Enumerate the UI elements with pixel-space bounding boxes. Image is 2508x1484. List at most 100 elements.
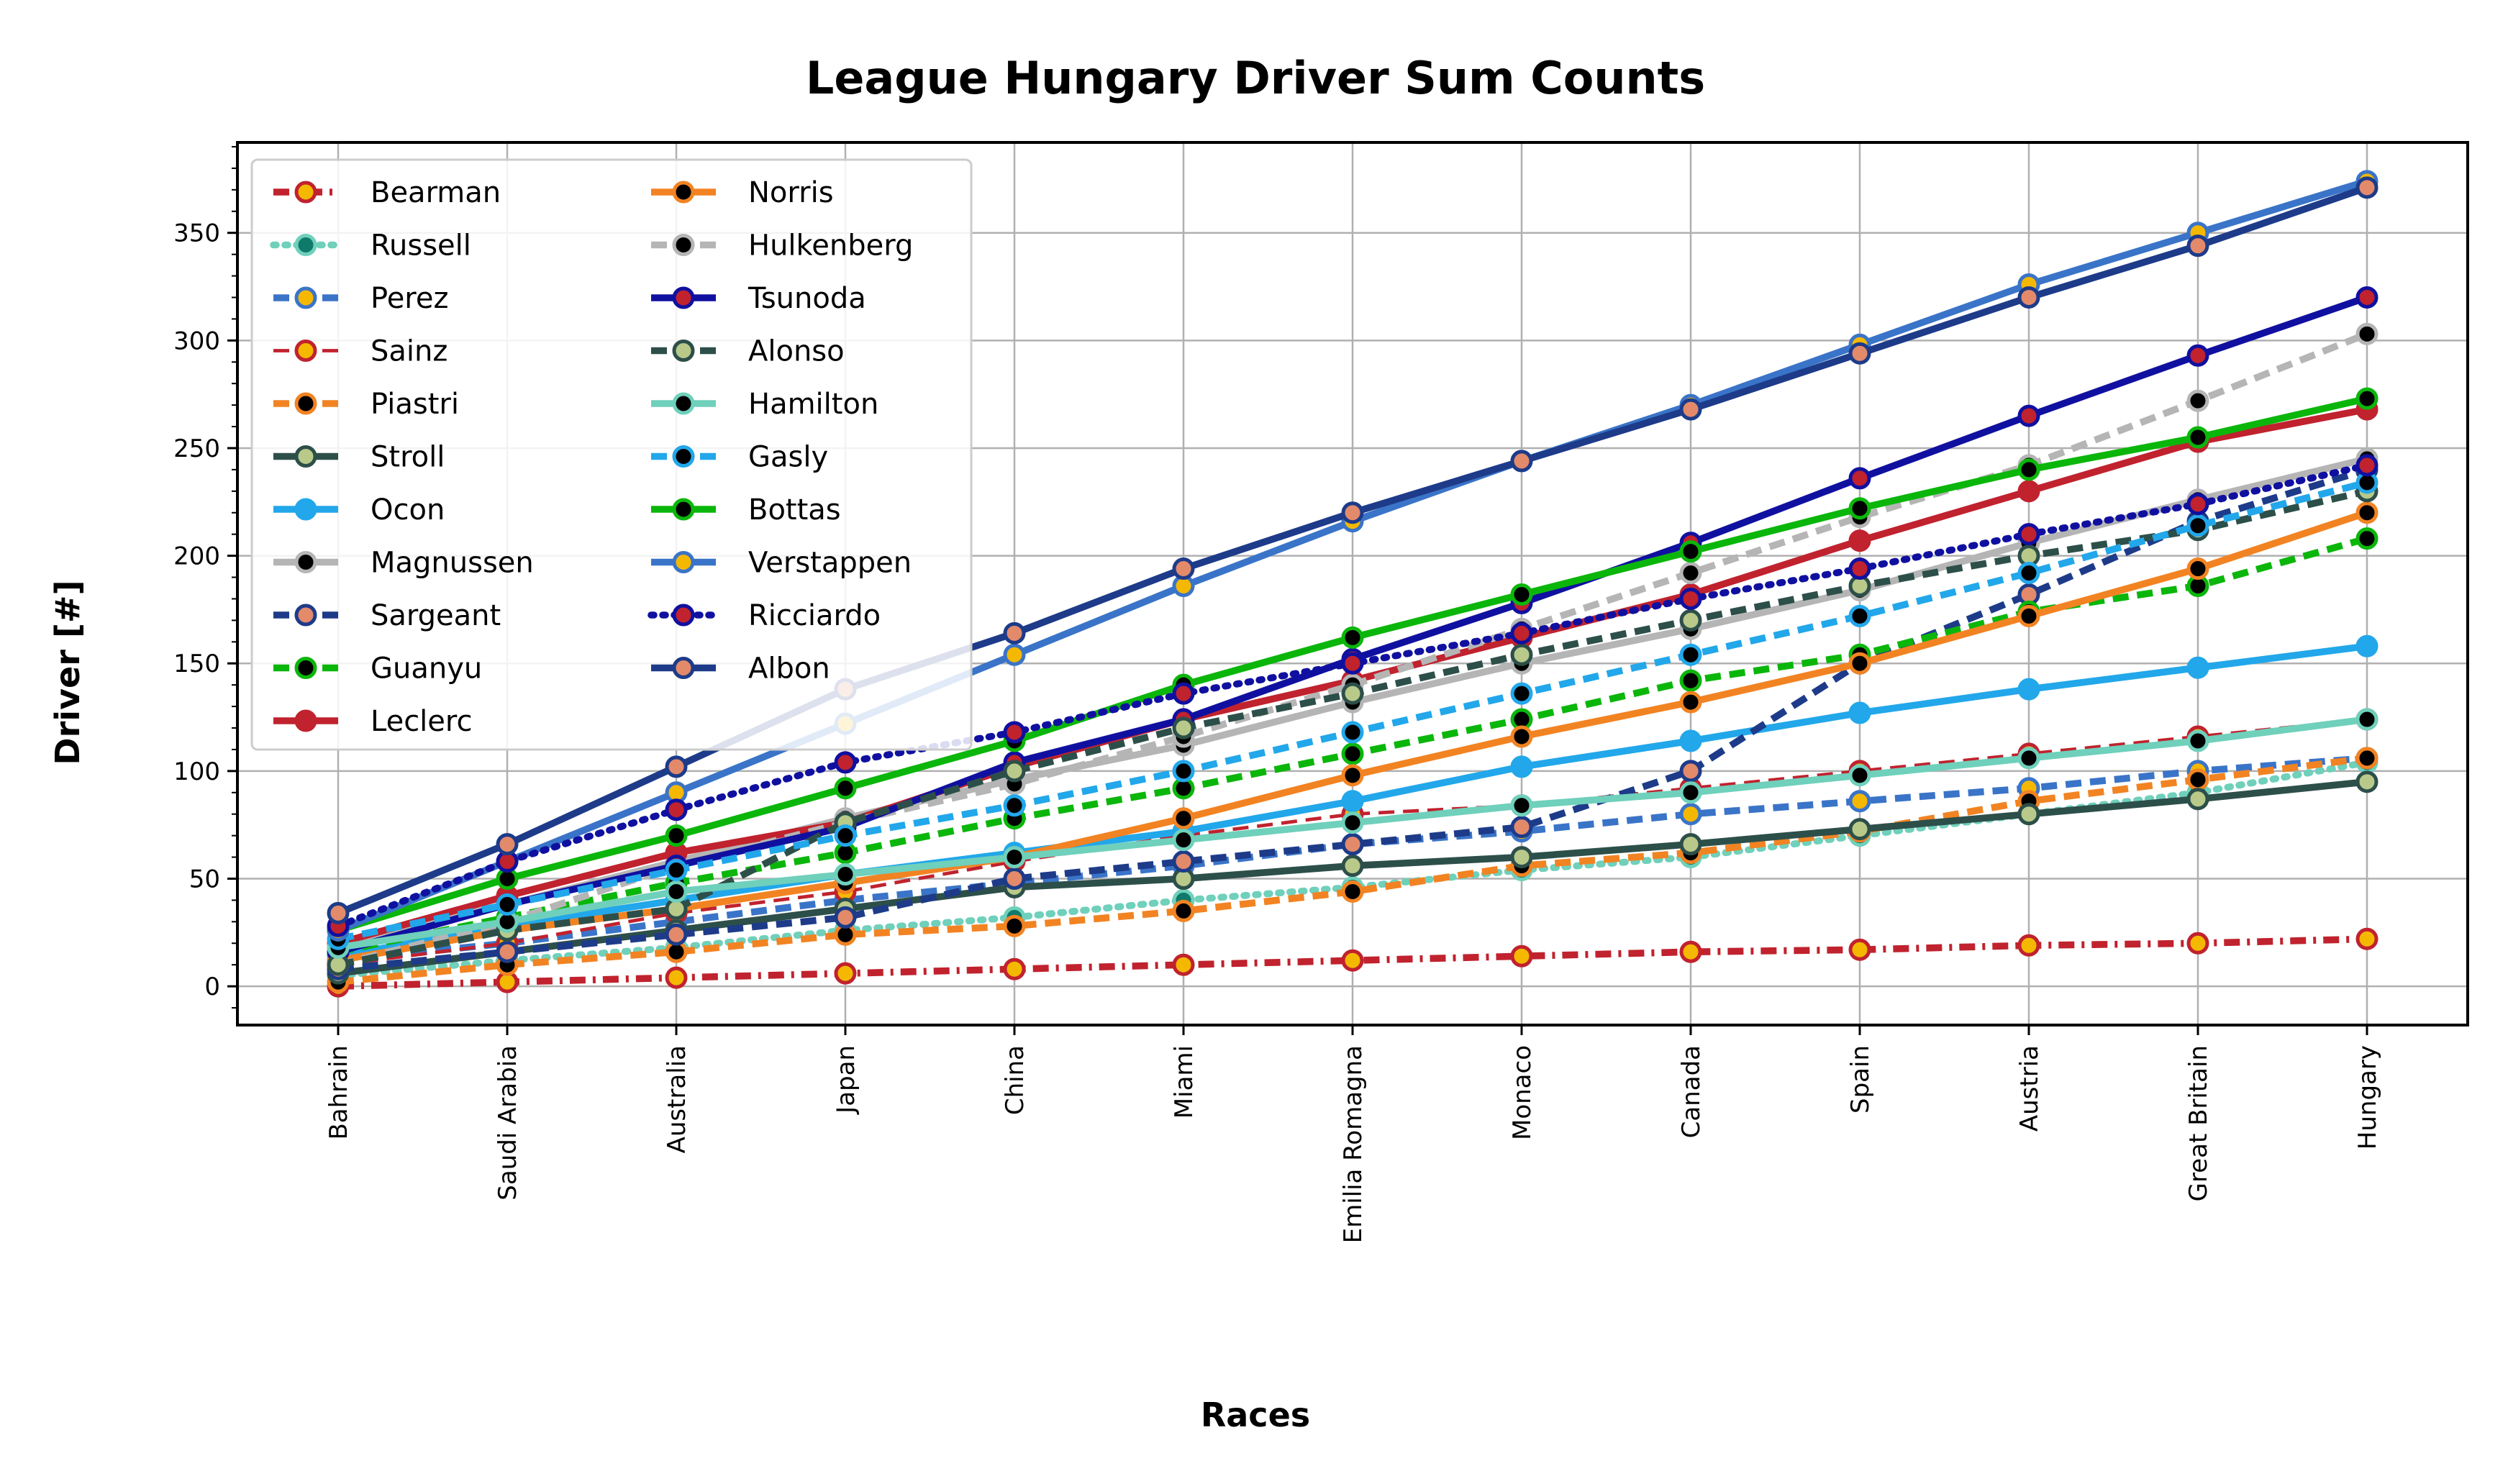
data-point [1679,760,1702,783]
data-point [1679,587,1702,610]
legend: Bearman Russell Perez Sainz Piastri Stroll Oco… [250,158,973,751]
data-point [2017,747,2040,770]
data-point [1172,899,1195,922]
legend-label: Alonso [748,335,845,368]
data-point [2355,387,2378,410]
data-point [1679,669,1702,692]
data-point [1848,497,1871,520]
data-point [2355,286,2378,309]
data-point [2017,562,2040,585]
data-point [1172,850,1195,873]
data-point [1510,816,1533,839]
data-point [2355,176,2378,199]
data-point [2017,404,2040,427]
data-point [2355,454,2378,477]
data-point [2186,557,2209,581]
data-point [1510,846,1533,869]
data-point [834,906,857,929]
data-point [2355,708,2378,731]
data-point [1003,867,1026,890]
data-point [2186,932,2209,955]
y-axis: 0 50 100 150 200 250 300 350 [173,145,237,1009]
data-point [1341,682,1364,705]
data-point [1679,691,1702,714]
data-point [1172,807,1195,830]
legend-label: Bottas [748,493,841,527]
series-hamilton [327,708,2378,959]
data-point [2017,803,2040,826]
data-point [2355,322,2378,345]
data-point [665,859,688,882]
x-tick-label: Austria [2015,1045,2044,1132]
data-point [1341,790,1364,813]
data-point [1341,880,1364,903]
data-point [1510,622,1533,645]
legend-marker [672,234,695,256]
x-tick-label: Japan [832,1045,860,1115]
data-point [2186,656,2209,679]
legend-marker [294,286,317,309]
data-point [1341,626,1364,649]
legend-marker [672,340,695,362]
data-point [834,863,857,886]
data-point [2186,493,2209,516]
data-point [1003,622,1026,645]
data-point [1510,583,1533,606]
data-point [1848,342,1871,365]
series-ricciardo [327,454,2378,937]
data-point [2017,480,2040,503]
data-point [1341,501,1364,524]
data-point [1341,855,1364,878]
legend-marker [672,498,695,521]
data-point [1510,725,1533,748]
legend-label: Ocon [371,493,445,527]
data-point [1848,818,1871,841]
data-point [1679,540,1702,563]
legend-marker [672,181,695,204]
data-point [1679,940,1702,963]
data-point [1172,953,1195,976]
legend-label: Leclerc [371,705,472,738]
plot-frame [236,141,2469,1026]
data-point [496,893,519,916]
data-point [2186,426,2209,449]
data-point [1679,609,1702,632]
x-tick-label: Emilia Romagna [1339,1045,1368,1243]
data-point [2355,501,2378,524]
data-point [2186,235,2209,258]
x-tick-label: Monaco [1508,1045,1537,1140]
data-point [1510,682,1533,705]
x-tick-label: China [1001,1045,1030,1115]
data-point [665,824,688,847]
data-point [665,880,688,903]
legend-label: Russell [371,229,471,263]
x-tick-label: Australia [663,1045,691,1153]
data-point [2186,344,2209,367]
legend-marker [672,604,695,627]
data-point [1341,721,1364,744]
legend-label: Stroll [371,441,445,474]
data-point [665,966,688,989]
data-point [1510,450,1533,473]
data-point [2017,678,2040,701]
series-alonso [327,480,2378,976]
data-point [834,751,857,774]
x-axis: Bahrain Saudi Arabia Australia Japan China Mi… [324,1025,2382,1243]
data-point [1341,949,1364,972]
legend-label: Piastri [371,388,459,421]
data-point [1679,643,1702,666]
legend-box [250,158,973,751]
data-point [1679,833,1702,856]
data-point [1341,833,1364,856]
data-point [1003,914,1026,937]
data-point [1848,652,1871,675]
legend-label: Tsunoda [748,282,866,315]
x-tick-label: Canada [1677,1045,1706,1138]
x-tick-label: Great Britain [2184,1045,2213,1201]
legend-marker [672,286,695,309]
data-point [327,901,350,924]
data-point [2355,927,2378,950]
x-tick-label: Spain [1846,1045,1875,1114]
legend-marker [294,392,317,415]
x-axis-label: Races [1201,1396,1310,1434]
